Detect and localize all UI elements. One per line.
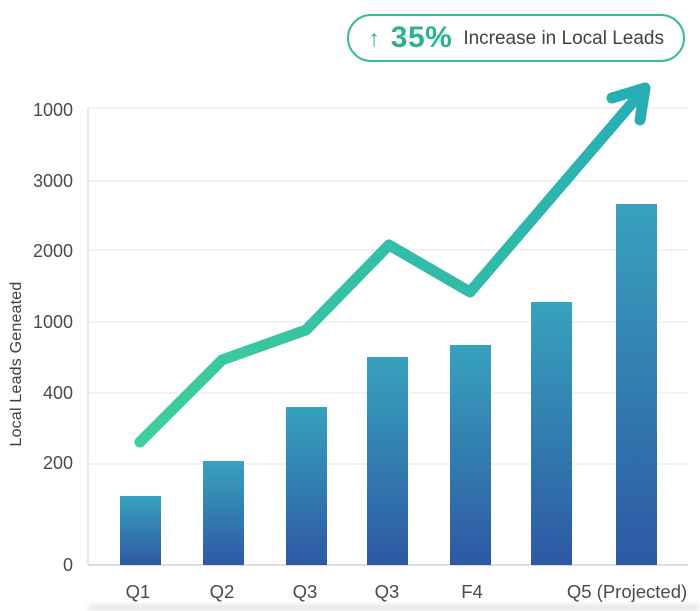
bar [286,407,327,565]
y-tick-label: 1000 [32,312,73,332]
x-tick-label: Q1 [125,581,151,602]
y-tick-label: 1000 [32,100,73,120]
trend-arrowhead [606,82,651,126]
badge-percent-value: 35% [390,21,453,54]
increase-badge: ↑ 35% Increase in Local Leads [347,14,685,62]
x-tick-label: Q2 [209,581,235,602]
bottom-edge-artifact [88,604,700,611]
bar [531,302,572,565]
y-tick-label: 2000 [32,241,73,261]
badge-label: Increase in Local Leads [463,27,664,49]
bar [616,204,657,565]
bar [450,345,491,565]
y-tick-label: 200 [42,453,73,473]
y-tick-label: 0 [62,555,73,575]
x-tick-label: Q5 (Projected) [566,581,688,602]
y-tick-label: 400 [42,383,73,403]
x-tick-label: Q3 [292,581,318,602]
bar [203,461,244,565]
bar [120,496,161,565]
x-tick-label: F4 [461,581,483,602]
x-tick-label: Q3 [374,581,400,602]
y-tick-label: 3000 [32,171,73,191]
up-arrow-icon: ↑ [368,25,380,51]
trend-line [134,82,651,448]
bar [367,357,408,565]
